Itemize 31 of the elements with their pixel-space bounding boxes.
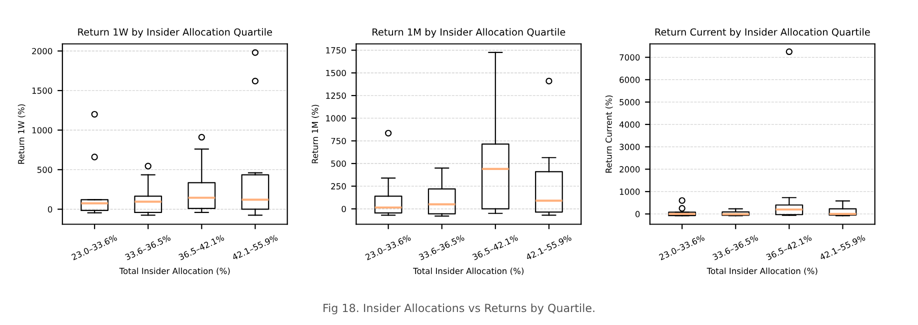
chart-title: Return 1W by Insider Allocation Quartile bbox=[78, 28, 272, 38]
y-tick-label: 1000 bbox=[326, 115, 346, 122]
caption: Fig 18. Insider Allocations vs Returns by Quartile. bbox=[324, 304, 594, 314]
y-tick-label: 750 bbox=[331, 138, 346, 144]
y-tick-label: 0 bbox=[342, 206, 346, 212]
y-tick-label: 6000 bbox=[620, 76, 640, 83]
y-tick-label: 7000 bbox=[620, 54, 640, 61]
y-tick-label: 1000 bbox=[32, 127, 52, 134]
y-tick-label: 4000 bbox=[619, 121, 640, 128]
x-axis-title: Total Insider Allocation (%) bbox=[706, 268, 818, 276]
y-tick-label: 0 bbox=[48, 206, 52, 213]
y-tick-label: 0 bbox=[635, 210, 640, 218]
y-axis-title: Return 1M (%) bbox=[312, 104, 320, 164]
x-axis-title: Total Insider Allocation (%) bbox=[413, 268, 524, 276]
y-tick-label: 500 bbox=[331, 160, 346, 167]
y-tick-label: 500 bbox=[37, 166, 52, 173]
y-tick-label: 1000 bbox=[620, 188, 640, 195]
y-tick-label: 5000 bbox=[620, 99, 640, 106]
y-tick-label: 1250 bbox=[326, 92, 346, 99]
y-tick-label: 2000 bbox=[620, 166, 640, 172]
y-tick-label: 1500 bbox=[32, 88, 52, 94]
x-axis-title: Total Insider Allocation (%) bbox=[119, 268, 230, 276]
y-tick-label: 2000 bbox=[32, 48, 52, 54]
y-axis-title: Return Current (%) bbox=[605, 95, 613, 173]
y-axis-title: Return 1W (%) bbox=[18, 104, 26, 164]
y-tick-label: 3000 bbox=[620, 144, 640, 150]
y-tick-label: 1500 bbox=[326, 70, 346, 76]
y-tick-label: 1750 bbox=[326, 47, 346, 54]
chart-title: Return Current by Insider Allocation Quartile bbox=[655, 28, 870, 38]
y-tick-label: 250 bbox=[331, 183, 346, 190]
chart-title: Return 1M by Insider Allocation Quartile bbox=[372, 28, 566, 38]
